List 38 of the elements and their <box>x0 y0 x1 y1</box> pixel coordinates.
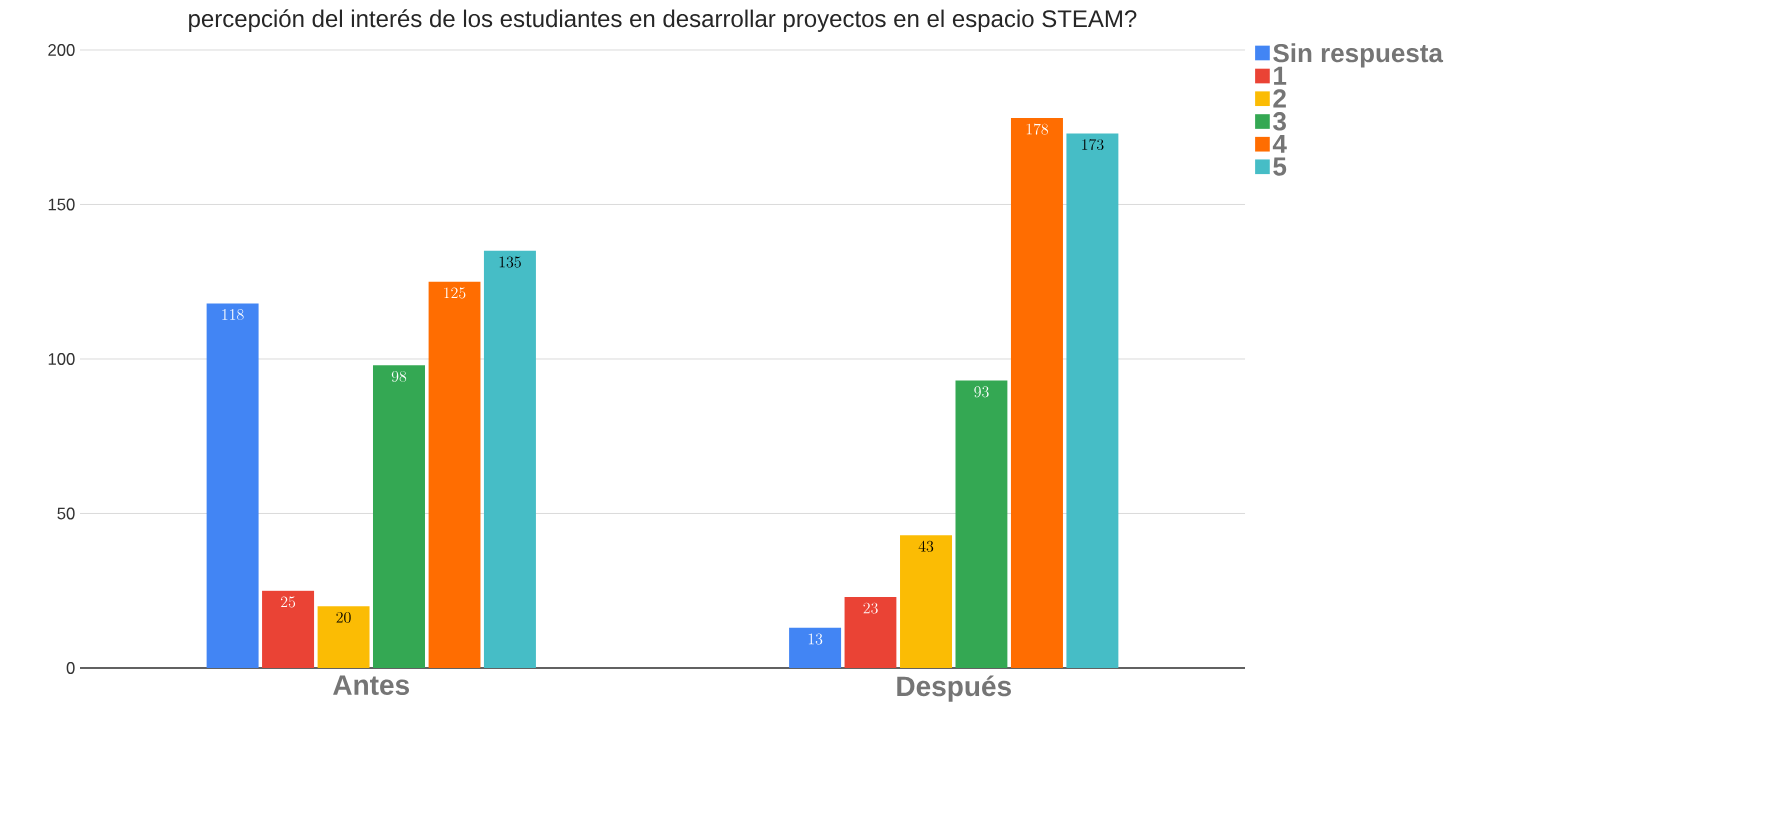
data-label: 20 <box>336 611 351 623</box>
bar <box>844 596 897 668</box>
legend-label: 2 <box>1273 89 1286 108</box>
x-tick-label: Después <box>897 675 1011 702</box>
data-label: 135 <box>499 256 521 268</box>
y-tick-label: 100 <box>48 353 75 365</box>
bar <box>372 365 425 668</box>
bar <box>789 627 842 668</box>
bar <box>900 535 953 668</box>
bar <box>955 380 1008 668</box>
y-tick-label: 0 <box>66 662 75 674</box>
data-label: 173 <box>1082 138 1104 151</box>
chart-title: percepción del interés de los estudiantes en desarrollar proyectos en el espacio STEAM? <box>189 9 1137 32</box>
bar <box>483 250 536 668</box>
bar <box>1066 133 1119 668</box>
legend-label: 4 <box>1272 134 1287 153</box>
data-label: 98 <box>391 370 407 382</box>
data-label: 23 <box>863 602 878 614</box>
legend-label: Sin respuesta <box>1273 43 1444 68</box>
legend-label: 5 <box>1273 157 1287 176</box>
bar <box>206 303 259 668</box>
bar <box>317 606 370 668</box>
y-tick-label: 50 <box>57 507 75 520</box>
data-label: 43 <box>918 540 934 552</box>
bar <box>262 590 315 668</box>
y-tick-label: 150 <box>48 198 75 211</box>
data-label: 118 <box>222 309 244 321</box>
bar <box>1010 117 1063 668</box>
data-label: 13 <box>808 633 823 645</box>
data-label: 25 <box>281 596 296 608</box>
bar <box>428 281 481 668</box>
data-label: 178 <box>1026 123 1049 135</box>
legend-label: 3 <box>1273 112 1286 131</box>
legend-label: 1 <box>1274 66 1287 85</box>
y-tick-label: 200 <box>48 44 75 56</box>
data-label: 125 <box>444 287 466 299</box>
data-label: 93 <box>974 386 989 398</box>
x-tick-label: Antes <box>333 675 409 695</box>
